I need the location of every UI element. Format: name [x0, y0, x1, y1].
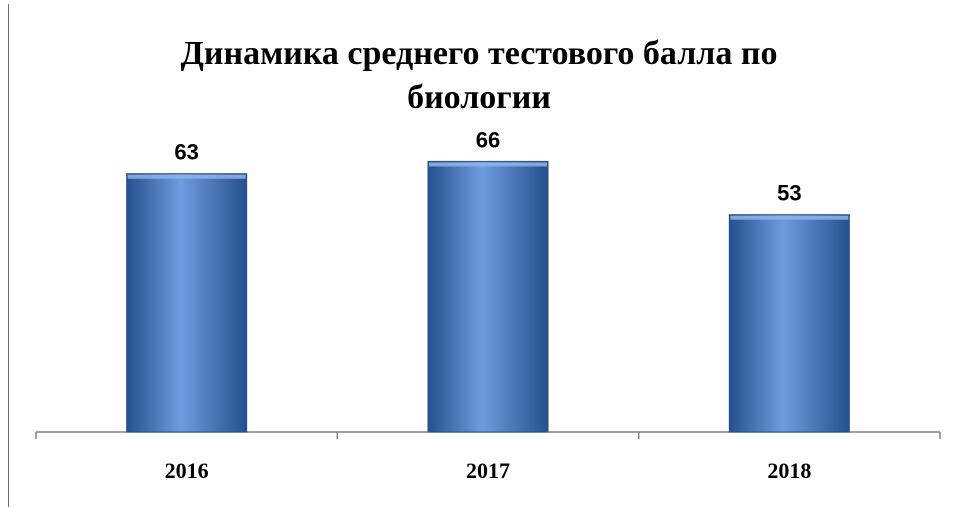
data-label-2017: 66	[476, 127, 500, 152]
bar-bevel-2016	[127, 174, 246, 179]
x-tick-label-2018: 2018	[767, 458, 811, 483]
bar-2018	[728, 214, 850, 433]
data-label-2018: 53	[777, 181, 801, 206]
bar-bevel-2017	[429, 162, 547, 167]
x-tick-label-2016: 2016	[165, 458, 209, 483]
data-label-2016: 63	[174, 140, 198, 165]
chart-frame	[8, 4, 956, 507]
chart-title-line-1: Динамика среднего тестового балла по	[180, 35, 778, 72]
bar-2017	[427, 160, 549, 433]
x-tick-label-2017: 2017	[466, 458, 510, 483]
chart-title: Динамика среднего тестового балла по био…	[0, 32, 958, 120]
chart-title-line-2: биологии	[407, 79, 551, 116]
bar-bevel-2018	[730, 215, 849, 220]
bar-2016	[126, 173, 248, 433]
